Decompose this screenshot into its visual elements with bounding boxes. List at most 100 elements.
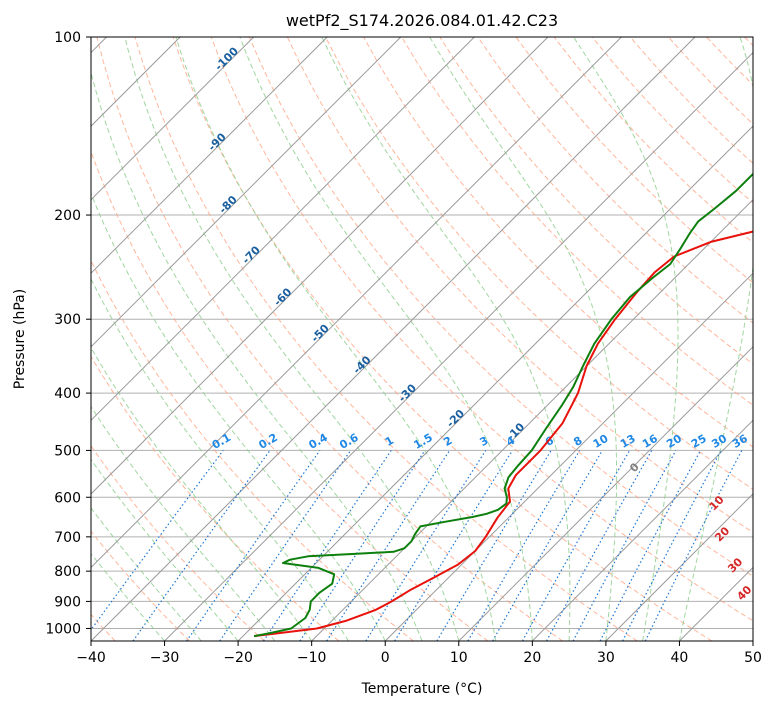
- y-tick-label: 200: [54, 208, 81, 224]
- mixing-ratio-line: [436, 450, 552, 641]
- mixing-ratio-line: [572, 450, 677, 641]
- isotherm-line: [91, 37, 402, 348]
- plot-area: -100-90-80-70-60-50-40-30-20-10 0.1 0.2 0.…: [91, 37, 754, 641]
- red-label: 10: [707, 493, 727, 513]
- isotherm-label: -20: [444, 407, 467, 430]
- mixing-ratio-label: 1.5: [411, 431, 434, 452]
- isotherm-line: [91, 37, 255, 201]
- dry-adiabat-line: [591, 37, 753, 204]
- moist-adiabat-line: [91, 277, 349, 641]
- moist-adiabats: [91, 37, 753, 641]
- moist-adiabat-line: [91, 192, 386, 641]
- moist-adiabat-line: [573, 37, 679, 641]
- mixing-ratio-label: 36: [730, 432, 750, 451]
- x-axis: −40 −30 −20 −10 0 10 20 30 40 50: [76, 641, 762, 666]
- dry-adiabat-line: [668, 37, 753, 125]
- chart-title: wetPf2_S174.2026.084.01.42.C23: [286, 11, 558, 31]
- mixing-ratio-line: [132, 450, 271, 641]
- isotherm-label: -40: [350, 353, 373, 376]
- isotherm-line: [458, 346, 753, 641]
- y-tick-label: 1000: [45, 621, 81, 637]
- mixing-ratio-label: 8: [571, 434, 584, 449]
- moist-adiabat-line: [239, 37, 533, 641]
- isotherm-line: [91, 37, 622, 569]
- isotherm-label: -60: [271, 285, 294, 308]
- mixing-ratio-label: 0.4: [306, 431, 330, 452]
- isotherm-line: [91, 37, 475, 422]
- x-tick-label: 30: [597, 650, 615, 666]
- dewpoint-line: [253, 172, 753, 638]
- isotherm-line: [91, 37, 549, 495]
- x-tick-label: 50: [744, 650, 762, 666]
- mixing-ratio-line: [599, 450, 702, 641]
- sounding-series: [253, 172, 753, 638]
- isotherm-line: [91, 37, 328, 274]
- adiabat-labels: 0 10 20 30 40: [627, 460, 754, 603]
- isotherm-line: [384, 272, 753, 641]
- x-tick-label: 40: [671, 650, 689, 666]
- mixing-ratio-line: [219, 450, 352, 641]
- mixing-ratio-line: [622, 450, 722, 641]
- x-tick-label: 0: [381, 650, 390, 666]
- dry-adiabat-line: [91, 150, 489, 641]
- mixing-ratio-label: 0.1: [210, 431, 233, 452]
- y-tick-label: 500: [54, 443, 81, 459]
- isotherm-label: -90: [206, 130, 229, 153]
- red-label: 20: [712, 524, 732, 544]
- gray-label: 0: [627, 460, 642, 475]
- moist-adiabat-line: [321, 37, 571, 641]
- isotherm-line: [752, 640, 753, 641]
- dry-adiabat-line: [706, 37, 753, 86]
- mixing-ratio-line: [91, 450, 224, 631]
- isotherm-line: [605, 493, 753, 641]
- y-axis: 100 200 300 400 500 600 700 800 900 1000: [45, 30, 91, 637]
- mixing-ratio-label: 25: [689, 432, 709, 451]
- mixing-ratio-line: [546, 450, 653, 641]
- mixing-ratio-line: [299, 450, 426, 641]
- dry-adiabat-line: [401, 37, 753, 406]
- x-tick-label: −10: [297, 650, 327, 666]
- dry-adiabat-line: [210, 37, 753, 622]
- mixing-ratio-label: 13: [618, 432, 638, 451]
- mixing-ratio-label: 3: [478, 434, 491, 449]
- mixing-ratio-line: [644, 450, 743, 641]
- mixing-ratio-label: 30: [709, 432, 729, 451]
- mixing-ratio-label: 20: [664, 432, 684, 451]
- isotherm-line: [237, 125, 753, 641]
- dry-adiabat-line: [96, 37, 563, 641]
- mixing-ratio-line: [394, 450, 513, 641]
- temperature-line: [253, 230, 753, 638]
- mixing-ratio-line: [186, 450, 321, 641]
- dry-adiabat-line: [91, 259, 414, 641]
- dry-adiabat-line: [91, 444, 265, 641]
- y-tick-label: 800: [54, 564, 81, 580]
- dry-adiabat-line: [248, 37, 753, 577]
- plot-frame: [90, 36, 754, 642]
- mixing-ratio-line: [521, 450, 631, 641]
- x-tick-label: 10: [450, 650, 468, 666]
- mixing-ratio-label: 10: [591, 432, 611, 451]
- dry-adiabat-line: [515, 37, 753, 284]
- red-label: 40: [734, 583, 754, 603]
- mixing-ratio-label: 16: [640, 432, 660, 451]
- x-tick-label: −30: [150, 650, 180, 666]
- y-tick-label: 700: [54, 530, 81, 546]
- isotherm-label: -30: [396, 381, 419, 404]
- moist-adiabat-line: [429, 37, 618, 641]
- y-tick-label: 100: [54, 30, 81, 46]
- isotherm-line: [164, 51, 753, 641]
- mixing-ratio-line: [326, 450, 451, 641]
- mixing-ratio-lines: [91, 450, 743, 641]
- dry-adiabat-line: [134, 37, 638, 641]
- moist-adiabat-line: [175, 37, 497, 641]
- isotherm-label: -100: [212, 44, 241, 73]
- dry-adiabat-line: [744, 37, 753, 47]
- skewed-isotherms: [91, 37, 753, 641]
- x-tick-label: −20: [223, 650, 253, 666]
- y-tick-label: 600: [54, 490, 81, 506]
- y-axis-label: Pressure (hPa): [12, 289, 28, 389]
- moist-adiabat-line: [91, 70, 423, 641]
- isotherm-label: -80: [216, 193, 239, 216]
- isotherm-labels: -100-90-80-70-60-50-40-30-20-10: [206, 44, 528, 443]
